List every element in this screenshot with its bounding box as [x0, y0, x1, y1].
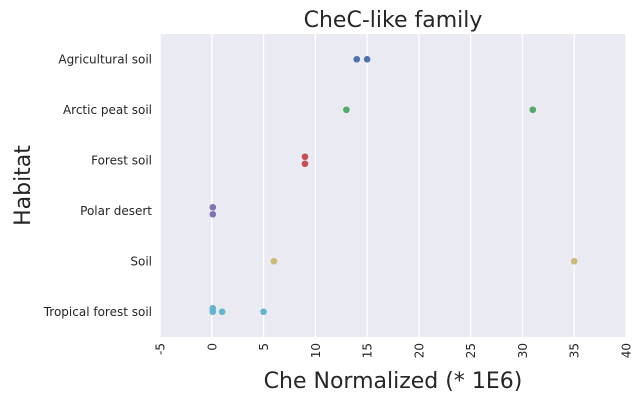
data-point: [353, 55, 361, 63]
data-point: [218, 308, 226, 316]
x-tick-label: 5: [257, 343, 271, 351]
data-point: [209, 210, 217, 218]
data-point: [529, 106, 537, 114]
y-tick-label: Soil: [130, 254, 152, 268]
y-tick-label: Forest soil: [91, 153, 152, 167]
x-tick-label: 30: [516, 343, 530, 358]
x-tick-label: 40: [620, 343, 634, 358]
data-point: [209, 308, 217, 316]
x-tick-label: 25: [464, 343, 478, 358]
data-point: [343, 106, 350, 114]
data-points: [209, 55, 578, 316]
data-point: [270, 257, 278, 265]
x-tick-label: 35: [568, 343, 582, 358]
y-tick-label: Polar desert: [80, 204, 152, 218]
x-tick-label: -5: [154, 343, 168, 355]
x-tick-labels: -5 0 5 10 15 20 25 30 35 40: [154, 343, 634, 358]
y-tick-label: Tropical forest soil: [43, 305, 152, 319]
x-tick-label: 15: [361, 343, 375, 358]
data-point: [570, 257, 578, 265]
plot-area: [160, 34, 626, 337]
x-tick-label: 20: [412, 343, 426, 358]
x-axis-label: Che Normalized (* 1E6): [264, 369, 523, 394]
x-tick-label: 0: [205, 343, 219, 351]
y-tick-labels: Agricultural soil Arctic peat soil Forest …: [43, 52, 153, 319]
data-point: [260, 308, 267, 316]
data-point: [301, 153, 309, 161]
chart-title: CheC-like family: [304, 8, 483, 33]
y-tick-label: Agricultural soil: [58, 52, 152, 66]
data-point: [363, 55, 371, 63]
data-point: [301, 160, 309, 168]
grid-lines: [159, 34, 627, 337]
data-point: [209, 203, 217, 211]
y-tick-label: Arctic peat soil: [63, 103, 152, 117]
x-tick-label: 10: [309, 343, 323, 358]
y-axis-label: Habitat: [11, 145, 36, 226]
